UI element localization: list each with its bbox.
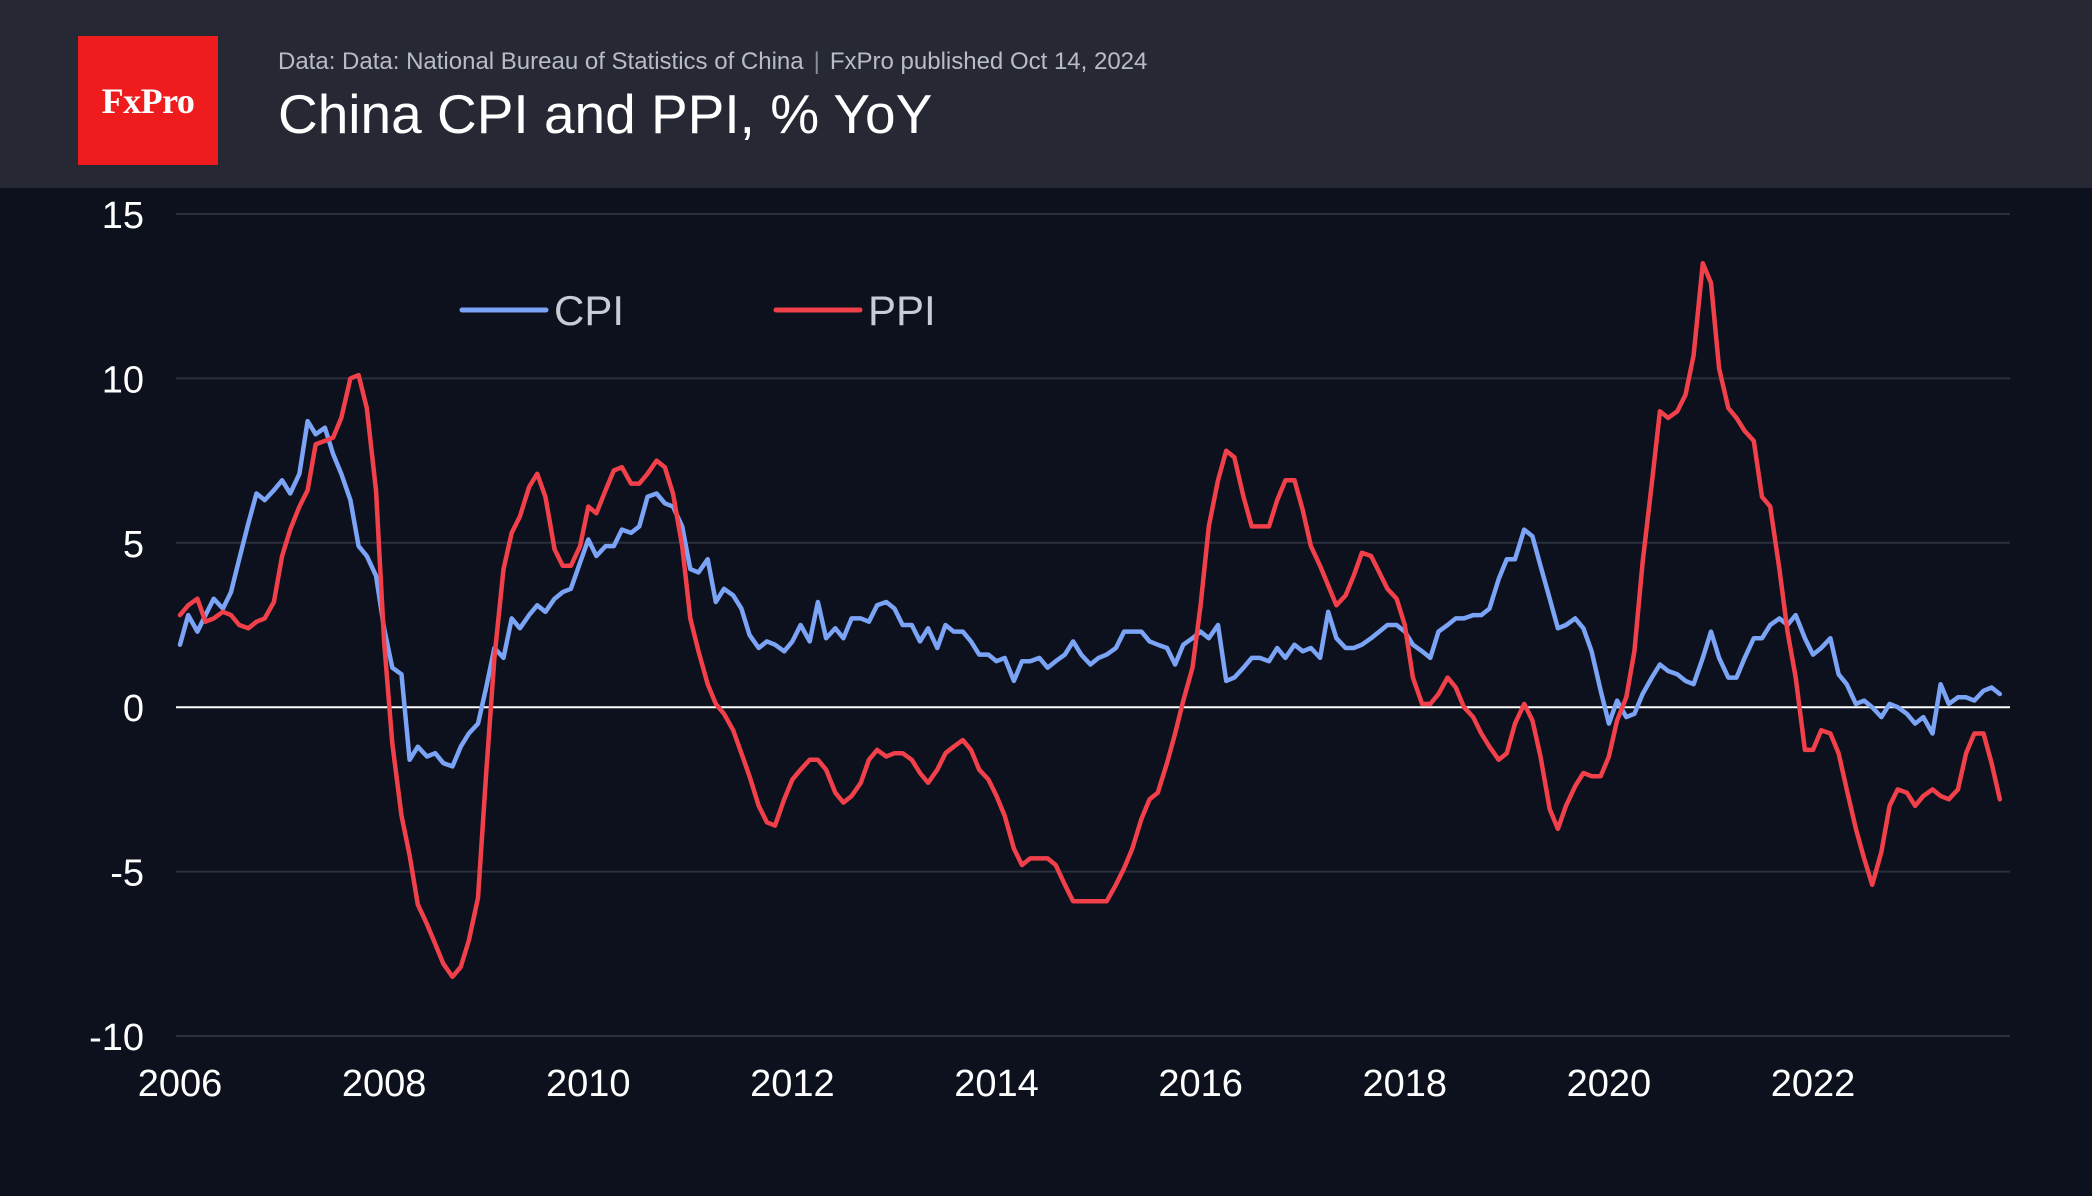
meta-separator: | bbox=[813, 48, 820, 75]
x-tick-label: 2016 bbox=[1158, 1063, 1243, 1105]
x-tick-label: 2012 bbox=[750, 1063, 835, 1105]
y-tick-label: -10 bbox=[89, 1017, 144, 1059]
x-axis-ticks: 2006 2008 2010 2012 2014 2016 2018 2020 2022 bbox=[138, 1063, 1856, 1105]
x-tick-label: 2006 bbox=[138, 1063, 223, 1105]
fxpro-logo: FxPro bbox=[78, 36, 218, 165]
published-date: FxPro published Oct 14, 2024 bbox=[829, 48, 1148, 75]
y-tick-label: 0 bbox=[123, 688, 144, 730]
chart-meta: Data: Data: National Bureau of Statistic… bbox=[278, 48, 1147, 76]
ppi-series-line bbox=[177, 261, 2003, 980]
data-source: Data: Data: National Bureau of Statistic… bbox=[278, 48, 804, 75]
x-tick-label: 2022 bbox=[1771, 1063, 1856, 1105]
x-tick-label: 2014 bbox=[954, 1063, 1039, 1105]
x-tick-label: 2018 bbox=[1363, 1063, 1448, 1105]
cpi-series-line bbox=[177, 418, 2003, 769]
header-bar: FxPro Data: Data: National Bureau of Sta… bbox=[0, 0, 2092, 188]
y-tick-label: -5 bbox=[110, 853, 144, 895]
y-tick-label: 5 bbox=[123, 524, 144, 566]
x-tick-label: 2008 bbox=[342, 1063, 427, 1105]
grid-lines bbox=[176, 213, 2010, 1037]
x-tick-label: 2010 bbox=[546, 1063, 631, 1105]
series-lines bbox=[177, 261, 2003, 980]
y-tick-label: 10 bbox=[102, 359, 144, 401]
legend: CPI PPI bbox=[459, 287, 936, 334]
ppi-legend-label: PPI bbox=[868, 287, 936, 334]
cpi-legend-label: CPI bbox=[554, 287, 624, 334]
x-tick-label: 2020 bbox=[1567, 1063, 1652, 1105]
line-chart: 15 10 5 0 -5 -10 2006 2008 2010 2012 2014 2016 2018… bbox=[89, 195, 2010, 1105]
chart-title: China CPI and PPI, % YoY bbox=[278, 83, 933, 145]
y-axis-ticks: 15 10 5 0 -5 -10 bbox=[89, 195, 144, 1059]
y-tick-label: 15 bbox=[102, 195, 144, 237]
